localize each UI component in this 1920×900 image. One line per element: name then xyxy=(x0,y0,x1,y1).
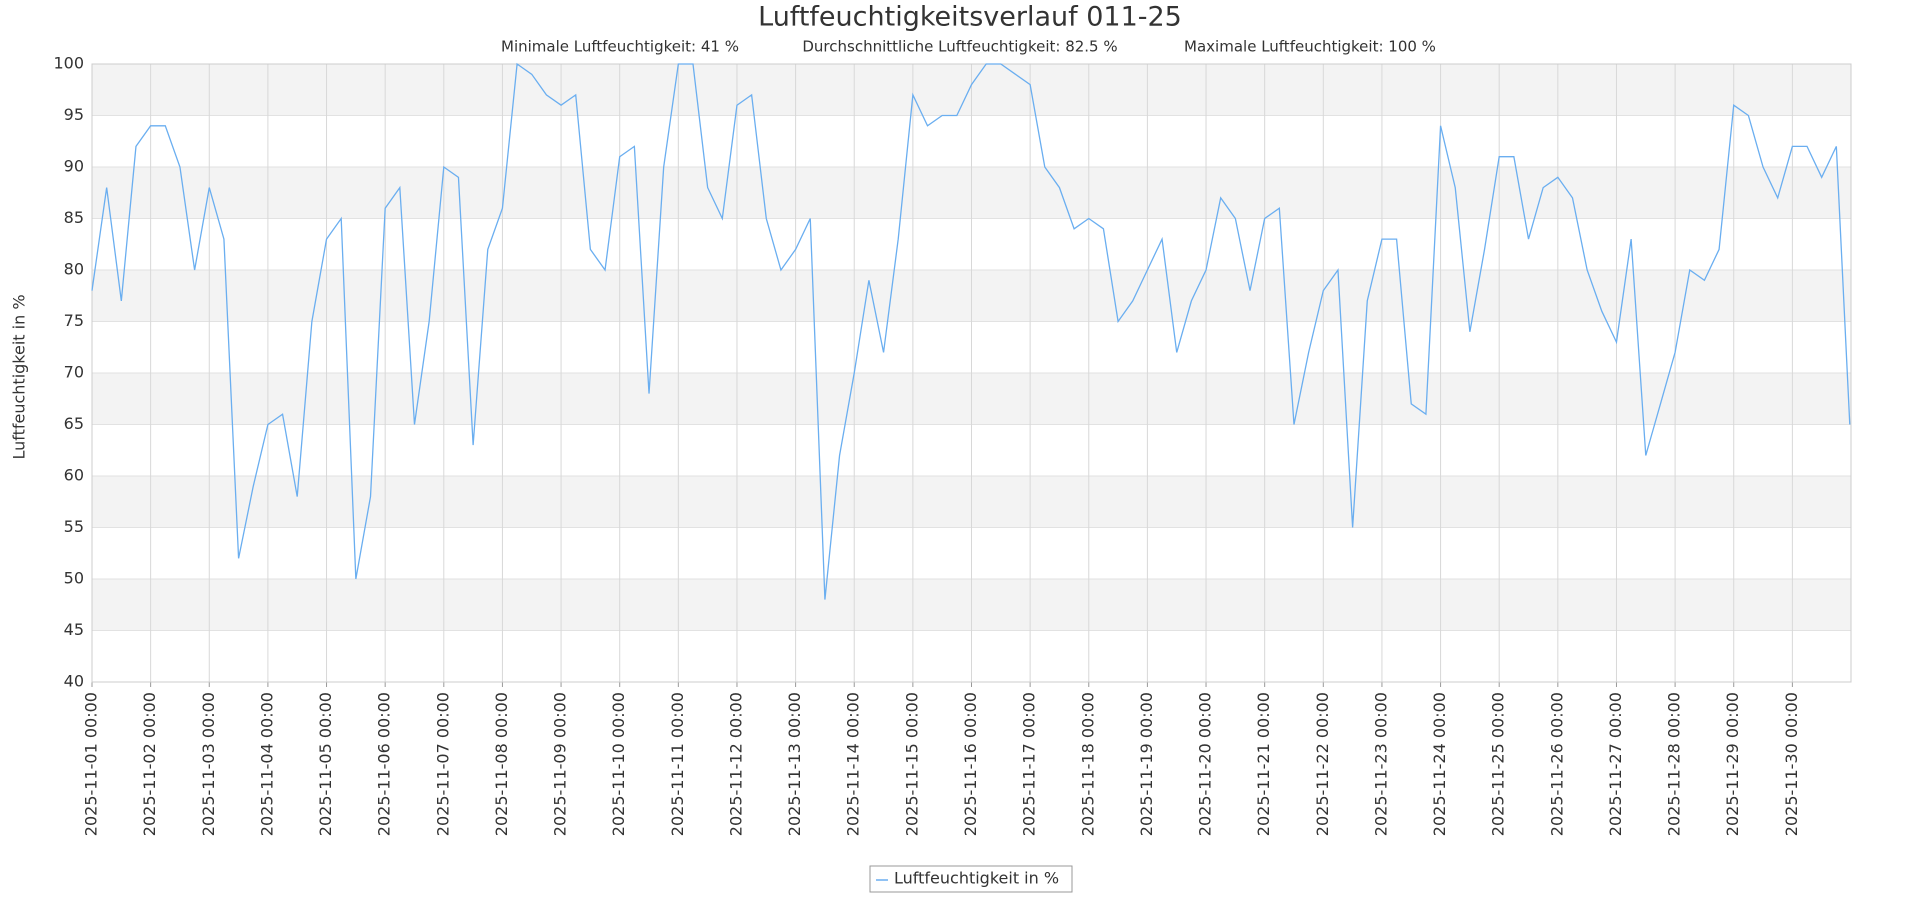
legend-box xyxy=(869,865,1073,893)
x-tick-label: 2025-11-04 00:00 xyxy=(257,692,276,836)
x-tick-label: 2025-11-24 00:00 xyxy=(1430,692,1449,836)
x-tick-label: 2025-11-16 00:00 xyxy=(961,692,980,836)
x-tick-label: 2025-11-27 00:00 xyxy=(1606,692,1625,836)
x-tick-label: 2025-11-26 00:00 xyxy=(1547,692,1566,836)
plot-frame xyxy=(91,63,1852,683)
y-tick-label: 60 xyxy=(64,466,84,485)
x-tick-label: 2025-11-23 00:00 xyxy=(1371,692,1390,836)
y-tick-label: 80 xyxy=(64,260,84,279)
chart-subtitle: Maximale Luftfeuchtigkeit: 100 % xyxy=(1184,38,1436,56)
x-tick-label: 2025-11-21 00:00 xyxy=(1254,692,1273,836)
x-tick-label: 2025-11-15 00:00 xyxy=(902,692,921,836)
y-tick-label: 90 xyxy=(64,157,84,176)
y-tick-label: 85 xyxy=(64,208,84,227)
y-tick-label: 70 xyxy=(64,363,84,382)
legend: Luftfeuchtigkeit in % xyxy=(869,865,1073,893)
chart-subtitle: Minimale Luftfeuchtigkeit: 41 % xyxy=(501,38,739,56)
x-tick-label: 2025-11-28 00:00 xyxy=(1665,692,1684,836)
x-tick-label: 2025-11-09 00:00 xyxy=(551,692,570,836)
x-tick-label: 2025-11-02 00:00 xyxy=(140,692,159,836)
x-tick-label: 2025-11-17 00:00 xyxy=(1020,692,1039,836)
x-tick-label: 2025-11-29 00:00 xyxy=(1723,692,1742,836)
y-tick-label: 40 xyxy=(64,672,84,691)
chart-subtitle: Durchschnittliche Luftfeuchtigkeit: 82.5… xyxy=(802,38,1117,56)
x-tick-label: 2025-11-30 00:00 xyxy=(1782,692,1801,836)
x-tick-label: 2025-11-06 00:00 xyxy=(375,692,394,836)
x-tick-label: 2025-11-25 00:00 xyxy=(1489,692,1508,836)
x-tick-label: 2025-11-12 00:00 xyxy=(726,692,745,836)
chart-title: Luftfeuchtigkeitsverlauf 011-25 xyxy=(758,2,1182,33)
y-tick-label: 50 xyxy=(64,569,84,588)
x-tick-label: 2025-11-05 00:00 xyxy=(316,692,335,836)
y-tick-label: 100 xyxy=(53,54,84,73)
x-tick-label: 2025-11-10 00:00 xyxy=(609,692,628,836)
y-tick-label: 65 xyxy=(64,414,84,433)
x-tick-label: 2025-11-08 00:00 xyxy=(492,692,511,836)
x-tick-label: 2025-11-18 00:00 xyxy=(1078,692,1097,836)
y-tick-label: 45 xyxy=(64,620,84,639)
x-tick-label: 2025-11-01 00:00 xyxy=(82,692,101,836)
x-tick-label: 2025-11-14 00:00 xyxy=(844,692,863,836)
x-tick-label: 2025-11-07 00:00 xyxy=(433,692,452,836)
x-tick-label: 2025-11-22 00:00 xyxy=(1313,692,1332,836)
x-tick-label: 2025-11-20 00:00 xyxy=(1196,692,1215,836)
x-tick-label: 2025-11-11 00:00 xyxy=(668,692,687,836)
data-line xyxy=(91,62,1851,600)
legend-label: Luftfeuchtigkeit in % xyxy=(894,869,1059,888)
x-tick-label: 2025-11-19 00:00 xyxy=(1137,692,1156,836)
y-tick-label: 95 xyxy=(64,105,84,124)
y-tick-label: 75 xyxy=(64,311,84,330)
x-tick-label: 2025-11-13 00:00 xyxy=(785,692,804,836)
y-tick-label: 55 xyxy=(64,517,84,536)
x-tick-label: 2025-11-03 00:00 xyxy=(199,692,218,836)
y-axis-label: Luftfeuchtigkeit in % xyxy=(10,294,29,459)
